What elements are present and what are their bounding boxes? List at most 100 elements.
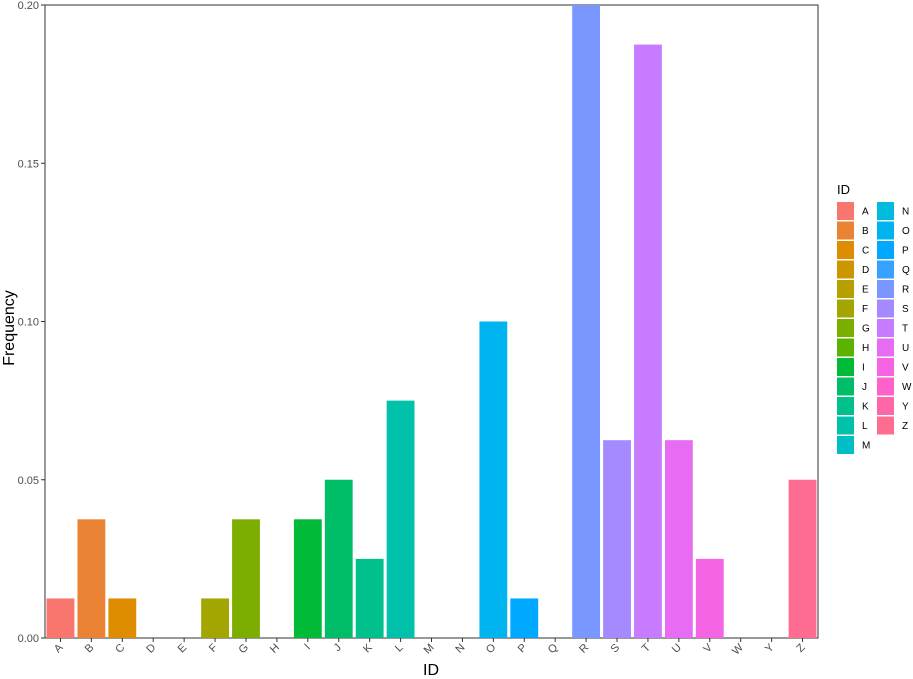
legend-label-R: R <box>902 285 909 296</box>
legend-label-H: H <box>862 343 869 354</box>
legend-key-L <box>837 416 854 435</box>
y-axis-title: Frequency <box>1 290 18 366</box>
legend-label-I: I <box>862 363 865 374</box>
x-tick-label: P <box>516 642 530 656</box>
legend-label-D: D <box>862 265 869 276</box>
legend-key-W <box>877 377 894 396</box>
bar-K <box>355 558 384 639</box>
legend-label-P: P <box>902 246 909 257</box>
legend-label-Q: Q <box>902 265 910 276</box>
x-tick-label: F <box>207 641 220 654</box>
legend-key-K <box>837 397 854 415</box>
bar-C <box>108 598 137 638</box>
legend-label-E: E <box>862 285 869 296</box>
legend-key-H <box>837 338 854 357</box>
legend-label-N: N <box>902 207 909 218</box>
bar-A <box>46 598 75 638</box>
y-tick-label: 0.05 <box>18 475 39 487</box>
x-axis-title: ID <box>423 662 439 679</box>
x-tick-label: B <box>83 642 97 656</box>
x-tick-label: D <box>144 642 158 656</box>
legend-key-G <box>837 319 854 337</box>
legend-label-W: W <box>902 382 912 393</box>
legend-label-L: L <box>862 421 868 432</box>
x-tick-label: M <box>422 642 437 657</box>
legend-label-O: O <box>902 226 910 237</box>
legend-key-R <box>877 280 894 298</box>
bar-Z <box>788 479 817 638</box>
legend-key-I <box>837 358 854 376</box>
legend-label-B: B <box>862 226 869 237</box>
y-tick-label: 0.00 <box>18 633 39 645</box>
legend-label-K: K <box>862 402 869 413</box>
x-tick-label: L <box>393 642 406 655</box>
legend-label-Y: Y <box>902 402 909 413</box>
legend-key-A <box>837 202 854 220</box>
bar-G <box>232 519 260 638</box>
x-tick-label: Z <box>794 641 807 654</box>
legend-key-B <box>837 221 854 240</box>
x-tick-label: N <box>453 642 467 656</box>
legend-key-C <box>837 241 854 259</box>
legend-key-Z <box>877 416 894 435</box>
legend-key-Y <box>877 397 894 415</box>
x-tick-label: Y <box>763 641 777 655</box>
x-tick-label: S <box>608 642 622 656</box>
x-tick-label: O <box>484 641 499 656</box>
x-tick-label: C <box>113 642 127 656</box>
legend-key-D <box>837 260 854 279</box>
legend-key-M <box>837 436 854 454</box>
legend-key-E <box>837 280 854 298</box>
y-axis: 0.00 0.05 0.10 0.15 0.20 <box>18 0 45 645</box>
legend-key-Q <box>877 260 894 279</box>
y-tick-label: 0.10 <box>18 317 39 329</box>
legend-label-V: V <box>902 363 909 374</box>
y-tick-label: 0.15 <box>18 158 39 170</box>
bars-group <box>46 5 817 639</box>
x-tick-label: Q <box>546 641 561 656</box>
bar-B <box>77 519 106 638</box>
bar-T <box>634 44 662 639</box>
x-tick-label: H <box>268 642 282 656</box>
bar-J <box>324 479 353 638</box>
legend-key-S <box>877 299 894 318</box>
x-tick-label: I <box>302 642 313 653</box>
x-tick-label: A <box>52 641 66 655</box>
x-tick-label: W <box>730 641 746 657</box>
x-tick-label: J <box>331 642 343 654</box>
x-tick-label: V <box>701 641 715 655</box>
x-tick-label: E <box>176 642 190 656</box>
x-tick-label: U <box>670 642 684 656</box>
x-tick-label: G <box>237 642 252 657</box>
legend-label-F: F <box>862 304 868 315</box>
bar-U <box>664 440 693 638</box>
legend-label-Z: Z <box>902 421 908 432</box>
legend-label-J: J <box>862 382 867 393</box>
legend-key-N <box>877 202 894 220</box>
legend-label-S: S <box>902 304 909 315</box>
legend-label-M: M <box>862 441 870 452</box>
bar-F <box>201 598 229 638</box>
legend-key-P <box>877 241 894 259</box>
legend-key-J <box>837 377 854 396</box>
legend-label-G: G <box>862 324 870 335</box>
legend-label-U: U <box>902 343 909 354</box>
x-tick-label: R <box>577 642 591 656</box>
bar-V <box>695 558 724 639</box>
x-tick-label: K <box>361 641 375 655</box>
legend-key-O <box>877 221 894 240</box>
y-tick-label: 0.20 <box>18 0 39 12</box>
bar-L <box>386 400 415 639</box>
legend-label-T: T <box>902 324 908 335</box>
x-tick-label: T <box>640 641 653 654</box>
legend-key-F <box>837 299 854 318</box>
legend-key-V <box>877 358 894 376</box>
legend-label-C: C <box>862 246 869 257</box>
legend-key-T <box>877 319 894 337</box>
bar-S <box>603 440 631 638</box>
plot-panel <box>44 4 819 639</box>
legend-key-U <box>877 338 894 357</box>
bar-O <box>479 321 508 638</box>
